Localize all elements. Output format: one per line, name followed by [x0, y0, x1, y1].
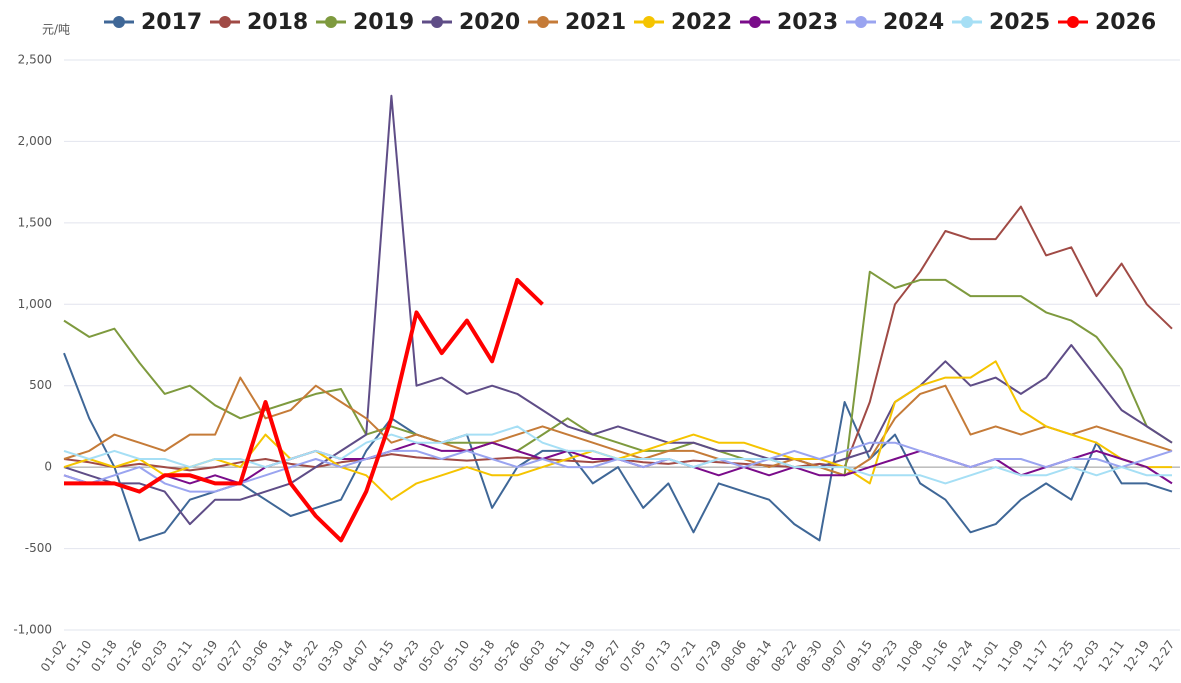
x-tick-label: 09-07 — [818, 638, 849, 675]
legend-label: 2019 — [353, 10, 414, 35]
x-tick-label: 02-11 — [164, 638, 195, 675]
x-tick-label: 06-11 — [541, 638, 572, 675]
x-tick-label: 03-30 — [315, 638, 346, 675]
x-tick-label: 11-25 — [1045, 638, 1076, 675]
series-line — [63, 270, 1173, 477]
x-tick-label: 07-05 — [617, 638, 648, 675]
legend-label: 2017 — [141, 10, 202, 35]
x-tick-label: 03-22 — [290, 638, 321, 675]
x-tick-label: 02-27 — [214, 638, 245, 675]
series-line — [63, 205, 1173, 472]
x-tick-label: 01-10 — [63, 638, 94, 675]
x-tick-label: 08-30 — [793, 638, 824, 675]
x-tick-label: 03-06 — [239, 638, 270, 675]
series-line — [63, 94, 1173, 526]
legend-label: 2026 — [1095, 10, 1156, 35]
series-line — [64, 277, 544, 543]
y-tick-label: 2,500 — [18, 53, 52, 67]
x-tick-label: 09-23 — [869, 638, 900, 675]
x-tick-label: 07-29 — [693, 638, 724, 675]
x-tick-label: 11-17 — [1020, 638, 1051, 675]
x-tick-label: 05-18 — [466, 638, 497, 675]
legend-marker — [1067, 16, 1079, 28]
x-tick-label: 03-14 — [264, 638, 295, 675]
legend-marker — [961, 16, 973, 28]
x-tick-label: 01-26 — [113, 638, 144, 675]
x-tick-label: 04-15 — [365, 638, 396, 675]
legend-label: 2020 — [459, 10, 520, 35]
x-tick-label: 01-18 — [88, 638, 119, 675]
x-tick-label: 12-11 — [1095, 638, 1126, 675]
legend-marker — [431, 16, 443, 28]
x-tick-label: 01-02 — [38, 638, 69, 675]
x-tick-label: 05-02 — [416, 638, 447, 675]
x-tick-label: 10-08 — [894, 638, 925, 675]
x-tick-label: 06-03 — [516, 638, 547, 675]
x-tick-label: 12-03 — [1070, 638, 1101, 675]
legend-label: 2022 — [671, 10, 732, 35]
series-line — [63, 425, 1172, 485]
x-tick-label: 08-06 — [718, 638, 749, 675]
legend-marker — [537, 16, 549, 28]
x-tick-label: 05-10 — [441, 638, 472, 675]
x-tick-label: 06-27 — [592, 638, 623, 675]
y-tick-label: 2,000 — [18, 134, 52, 148]
x-tick-label: 10-24 — [944, 638, 975, 675]
x-tick-label: 10-16 — [919, 638, 950, 675]
legend-marker — [643, 16, 655, 28]
y-tick-label: 1,500 — [18, 215, 52, 229]
x-tick-label: 09-15 — [844, 638, 875, 675]
x-tick-label: 02-03 — [139, 638, 170, 675]
legend-marker — [749, 16, 761, 28]
x-tick-label: 05-26 — [491, 638, 522, 675]
legend-marker — [219, 16, 231, 28]
x-tick-label: 06-19 — [567, 638, 598, 675]
legend-marker — [113, 16, 125, 28]
legend-marker — [325, 16, 337, 28]
legend-label: 2018 — [247, 10, 308, 35]
y-unit: 元/吨 — [42, 23, 70, 37]
legend-marker — [855, 16, 867, 28]
x-tick-label: 08-22 — [768, 638, 799, 675]
x-tick-label: 12-19 — [1121, 638, 1152, 675]
x-tick-label: 11-09 — [995, 638, 1026, 675]
y-tick-label: -1,000 — [13, 623, 52, 637]
x-tick-label: 11-01 — [970, 638, 1001, 675]
legend-label: 2023 — [777, 10, 838, 35]
x-tick-label: 02-19 — [189, 638, 220, 675]
legend-label: 2021 — [565, 10, 626, 35]
legend-label: 2025 — [989, 10, 1050, 35]
x-tick-label: 07-13 — [642, 638, 673, 675]
y-tick-label: -500 — [25, 541, 52, 555]
series-line — [63, 376, 1173, 477]
x-tick-label: 08-14 — [743, 638, 774, 675]
x-tick-label: 04-23 — [390, 638, 421, 675]
y-tick-label: 0 — [44, 460, 52, 474]
legend-label: 2024 — [883, 10, 944, 35]
x-tick-label: 04-07 — [340, 638, 371, 675]
series-line — [63, 352, 1173, 542]
x-tick-label: 07-21 — [667, 638, 698, 675]
y-tick-label: 1,000 — [18, 297, 52, 311]
y-tick-label: 500 — [29, 378, 52, 392]
x-tick-label: 12-27 — [1146, 638, 1177, 675]
